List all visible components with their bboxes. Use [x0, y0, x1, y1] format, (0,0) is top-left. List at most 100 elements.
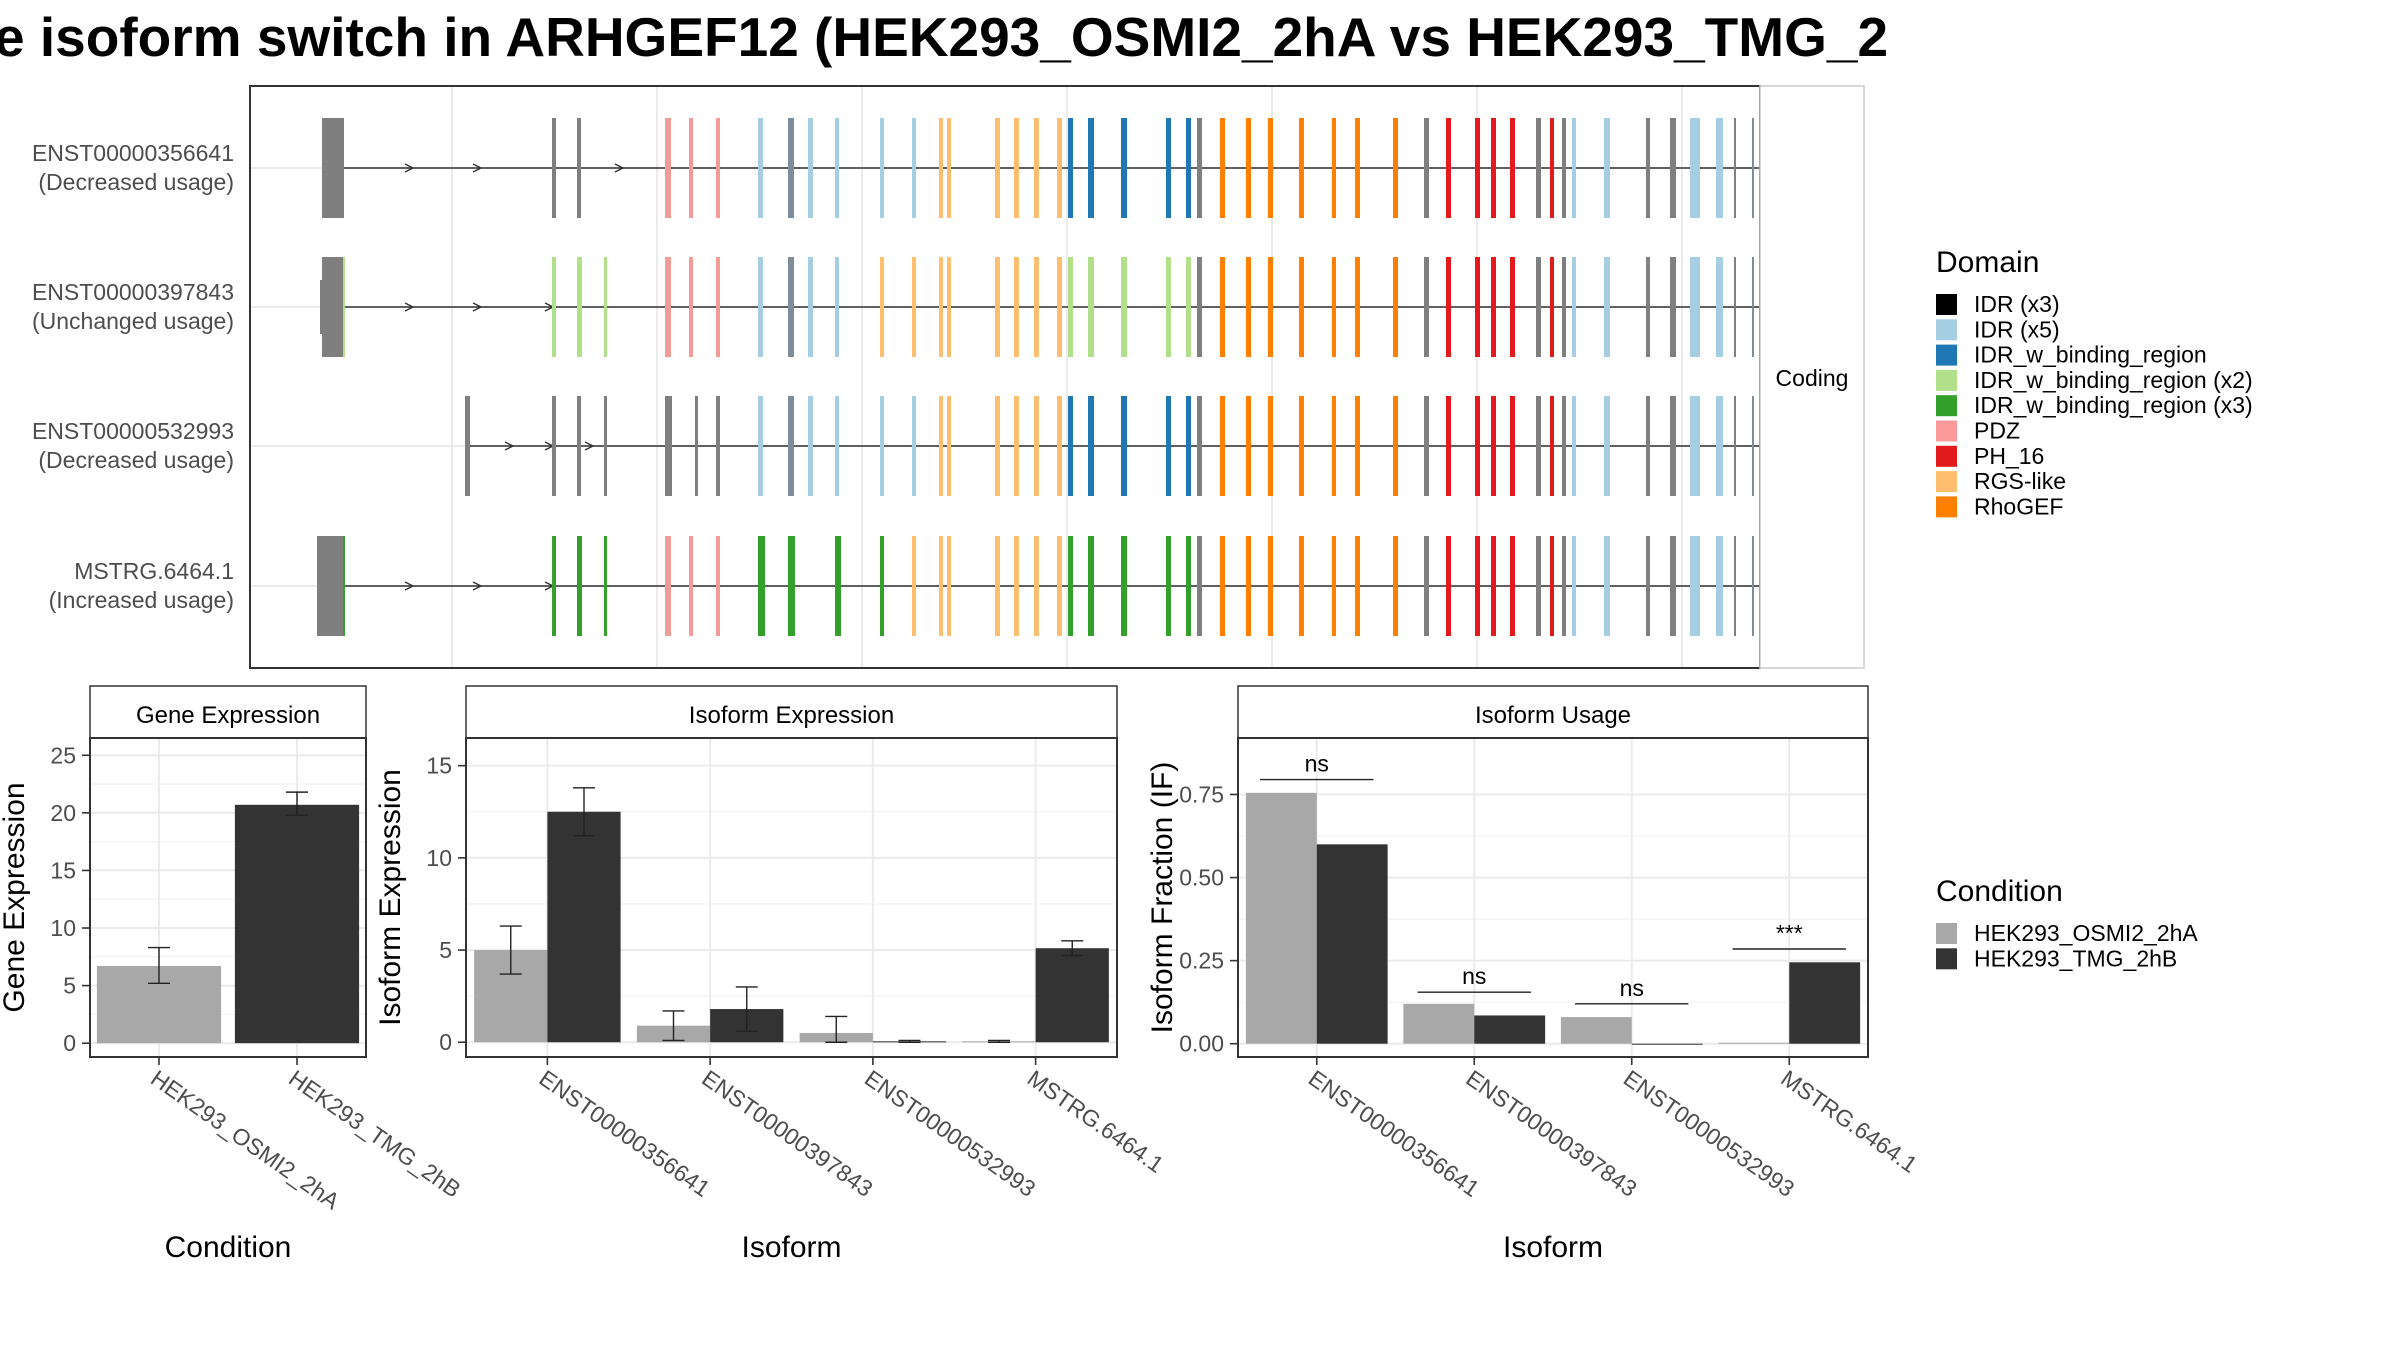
exon-block: [1424, 257, 1429, 357]
strand-arrow: [614, 163, 625, 173]
exon-block: [912, 396, 916, 496]
exon-block: [912, 257, 916, 357]
exon-block: [995, 536, 1000, 636]
panel-title: Gene Expression: [136, 702, 320, 729]
exon-block: [788, 536, 795, 636]
exon-block: [1268, 396, 1273, 496]
exon-block: [1446, 396, 1451, 496]
exon-block: [1299, 396, 1304, 496]
exon-block: [689, 257, 693, 357]
exon-block: [835, 536, 841, 636]
x-axis-title: Isoform: [741, 1231, 841, 1264]
exon-block: [1550, 536, 1554, 636]
legend-key-swatch: [1936, 445, 1957, 467]
exon-block: [1034, 396, 1039, 496]
exon-block: [788, 118, 794, 218]
exon-block: [1491, 536, 1496, 636]
facet-strip: [1759, 85, 1865, 669]
exon-block: [758, 396, 763, 496]
exon-block: [1446, 118, 1451, 218]
y-tick-label: 25: [50, 742, 76, 768]
data-bar: [1403, 1003, 1475, 1044]
y-tick-label: 0.25: [1179, 948, 1224, 974]
isoform-usage-chart: Isoform Usage ns ns ns *** 0.00 0.25 0.50 0.75 EN…: [1146, 685, 1922, 1264]
exon-block: [1690, 118, 1700, 218]
exon-block: [1562, 536, 1566, 636]
exon-block: [1057, 118, 1062, 218]
data-bar: [1035, 948, 1109, 1043]
exon-block: [1536, 257, 1541, 357]
exon-block: [1646, 118, 1650, 218]
exon-block: [665, 536, 671, 636]
exon-block: [1034, 118, 1039, 218]
y-tick-label: 5: [439, 937, 452, 963]
y-tick-label: 15: [50, 857, 76, 883]
legend-key-label: HEK293_OSMI2_2hA: [1974, 920, 2198, 946]
exon-block: [1424, 536, 1429, 636]
exon-block: [880, 536, 884, 636]
legend-key-swatch: [1936, 344, 1957, 366]
exon-block: [1088, 396, 1094, 496]
exon-block: [1220, 536, 1225, 636]
exon-block: [995, 257, 1000, 357]
legend-key-label: IDR_w_binding_region: [1974, 342, 2207, 368]
exon-block: [1670, 118, 1676, 218]
exon-block: [1355, 257, 1360, 357]
exon-block: [552, 257, 556, 357]
legend-key-label: RhoGEF: [1974, 493, 2063, 519]
exon-block: [604, 396, 607, 496]
exon-block: [1246, 118, 1251, 218]
legend-key-swatch: [1936, 369, 1957, 391]
exon-block: [1332, 536, 1336, 636]
transcript-usage-label: (Decreased usage): [38, 447, 234, 473]
exon-block: [716, 118, 720, 218]
domain-legend-title: Domain: [1936, 246, 2039, 279]
exon-block: [465, 396, 470, 496]
exon-block: [1510, 396, 1515, 496]
data-bar: [1245, 792, 1317, 1044]
exon-block: [665, 118, 671, 218]
exon-block: [665, 396, 672, 496]
exon-block: [1014, 118, 1019, 218]
exon-block: [1220, 396, 1225, 496]
strand-arrow: [472, 581, 483, 591]
data-bar: [1316, 844, 1388, 1044]
exon-block: [1536, 396, 1541, 496]
exon-block: [1197, 396, 1202, 496]
x-tick-label: ENST00000532993: [860, 1065, 1040, 1202]
exon-block: [1068, 396, 1073, 496]
exon-block: [1424, 396, 1429, 496]
exon-block: [577, 536, 582, 636]
exon-block: [1716, 118, 1723, 218]
legend-key-swatch: [1936, 496, 1957, 518]
exon-block: [1446, 257, 1451, 357]
legend-key-swatch: [1936, 923, 1957, 944]
exon-block: [1734, 118, 1736, 218]
exon-block: [1572, 396, 1576, 496]
exon-block: [758, 536, 765, 636]
transcript-id-label: ENST00000356641: [32, 140, 234, 166]
data-bar: [1560, 1017, 1632, 1044]
x-tick-label: MSTRG.6464.1: [1776, 1065, 1922, 1178]
exon-block: [1088, 536, 1094, 636]
exon-block: [1034, 257, 1039, 357]
exon-block: [1734, 257, 1736, 357]
exon-block: [1393, 396, 1398, 496]
transcript-structure-panel: ENST00000356641 (Decreased usage) ENST0000…: [32, 85, 1865, 669]
exon-block: [1299, 536, 1304, 636]
data-bar: [1631, 1043, 1703, 1045]
legend-key-swatch: [1936, 395, 1957, 417]
exon-block: [1088, 257, 1094, 357]
exon-block: [577, 396, 581, 496]
exon-block: [1550, 118, 1554, 218]
data-bar: [1789, 962, 1861, 1044]
exon-block: [1572, 257, 1576, 357]
exon-block: [552, 118, 556, 218]
exon-block: [577, 257, 582, 357]
exon-block: [995, 118, 1000, 218]
legend-key-label: RGS-like: [1974, 468, 2066, 494]
x-axis-title: Isoform: [1503, 1231, 1603, 1264]
